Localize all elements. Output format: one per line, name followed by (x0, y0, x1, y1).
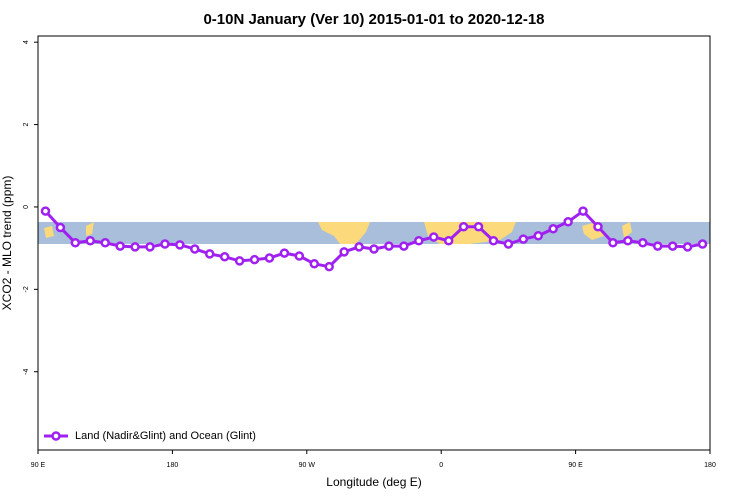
legend-marker (51, 431, 61, 441)
data-point (369, 244, 379, 254)
x-tick-label: 180 (167, 462, 179, 469)
data-point (638, 238, 648, 248)
x-tick-label: 90 W (299, 462, 316, 469)
data-point (623, 235, 633, 246)
data-point (608, 238, 618, 248)
data-point (533, 231, 544, 241)
data-point (100, 238, 110, 248)
data-point (175, 240, 185, 250)
data-point (85, 235, 96, 246)
data-point (697, 239, 708, 249)
data-point (115, 241, 125, 251)
data-point (249, 254, 260, 265)
data-point (563, 217, 573, 227)
plot-frame (37, 35, 711, 451)
y-tick-label: -4 (23, 369, 30, 375)
legend-label: Land (Nadir&Glint) and Ocean (Glint) (75, 430, 256, 442)
data-point (55, 222, 66, 233)
data-point (219, 252, 230, 262)
data-point (578, 206, 588, 216)
data-point (518, 234, 529, 244)
data-point (190, 244, 200, 254)
data-point (309, 259, 320, 269)
data-point (294, 251, 305, 261)
data-point (70, 238, 81, 248)
data-point (339, 247, 349, 257)
data-point (593, 221, 603, 232)
data-point (324, 261, 334, 272)
data-point (354, 242, 364, 252)
chart-title: 0-10N January (Ver 10) 2015-01-01 to 202… (203, 11, 544, 28)
y-tick-label: -2 (23, 286, 30, 292)
data-point (414, 235, 424, 246)
data-point (204, 249, 215, 259)
data-point (682, 242, 693, 252)
data-point (503, 239, 514, 249)
x-axis-label: Longitude (deg E) (326, 475, 421, 489)
data-point (473, 221, 484, 232)
data-point (130, 242, 140, 252)
data-point (40, 206, 51, 216)
y-tick-label: 0 (23, 205, 30, 209)
data-point (145, 242, 155, 252)
y-axis-label: XCO2 - MLO trend (ppm) (0, 176, 14, 311)
x-tick-label: 180 (704, 462, 716, 469)
data-point (234, 256, 245, 266)
y-tick-label: 4 (23, 40, 30, 44)
x-tick-label: 90 E (568, 462, 583, 469)
data-point (548, 224, 558, 234)
data-point (384, 241, 394, 251)
x-tick-label: 90 E (31, 462, 46, 469)
data-point (443, 235, 454, 246)
data-point (279, 248, 290, 258)
data-point (428, 232, 439, 242)
data-point (458, 221, 469, 232)
data-point (652, 241, 663, 251)
data-point (264, 253, 275, 263)
data-point (399, 241, 409, 251)
data-point (488, 235, 499, 246)
x-tick-label: 0 (439, 462, 443, 469)
data-point (160, 239, 170, 249)
y-tick-label: 2 (23, 123, 30, 127)
data-point (667, 241, 678, 251)
